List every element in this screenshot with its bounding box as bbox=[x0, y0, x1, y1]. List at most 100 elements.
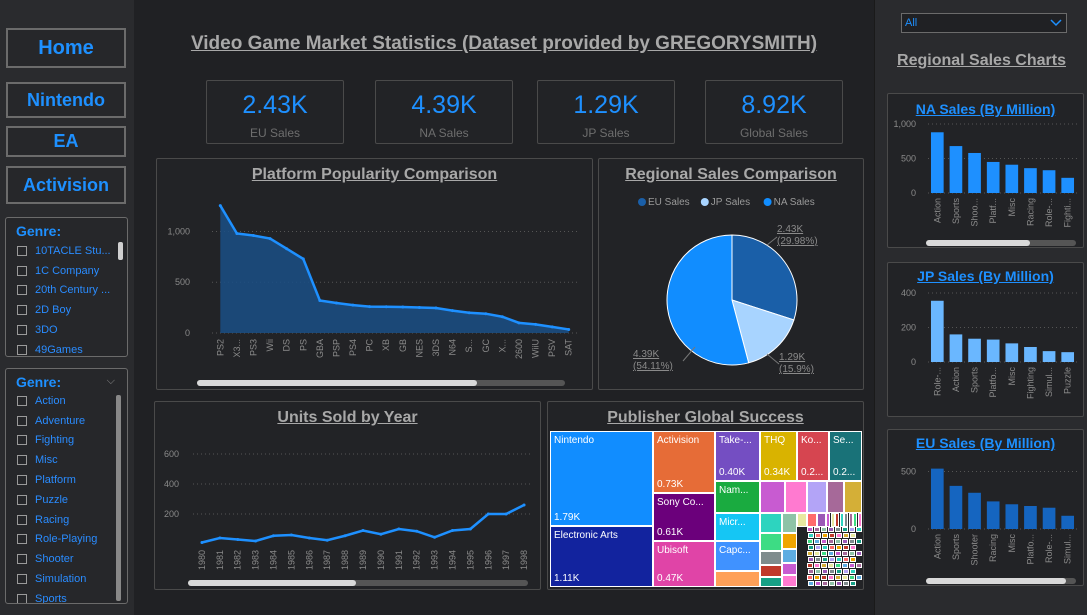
slicer-item[interactable]: 2D Boy bbox=[6, 300, 127, 320]
data-point[interactable] bbox=[289, 533, 293, 537]
data-point[interactable] bbox=[417, 306, 421, 310]
treemap-tile[interactable] bbox=[785, 481, 807, 513]
data-point[interactable] bbox=[218, 536, 222, 540]
checkbox[interactable] bbox=[17, 494, 27, 505]
treemap-tile[interactable] bbox=[843, 557, 849, 562]
bar[interactable] bbox=[1061, 177, 1075, 193]
bar[interactable] bbox=[1042, 170, 1056, 193]
treemap-tile[interactable] bbox=[715, 571, 760, 587]
data-point[interactable] bbox=[451, 309, 455, 313]
bar[interactable] bbox=[1061, 352, 1075, 362]
chevron-up-icon[interactable]: ⌵ bbox=[106, 375, 115, 387]
data-point[interactable] bbox=[450, 529, 454, 532]
slicer-item[interactable]: Role-Playing bbox=[6, 530, 127, 550]
checkbox[interactable] bbox=[17, 514, 27, 525]
bar[interactable] bbox=[1061, 515, 1075, 529]
treemap-tile[interactable] bbox=[760, 565, 782, 577]
treemap-tile[interactable] bbox=[814, 551, 820, 556]
bar[interactable] bbox=[986, 339, 1000, 362]
scrollbar-thumb[interactable] bbox=[197, 380, 477, 386]
treemap-tile[interactable] bbox=[827, 481, 844, 513]
treemap-tile[interactable] bbox=[808, 569, 814, 574]
treemap-tile[interactable] bbox=[842, 563, 848, 568]
data-point[interactable] bbox=[200, 541, 204, 544]
treemap-tile[interactable] bbox=[835, 527, 841, 532]
treemap-tile[interactable] bbox=[808, 545, 814, 550]
treemap-tile[interactable] bbox=[808, 533, 814, 538]
slicer-item[interactable]: Fighting bbox=[6, 431, 127, 451]
treemap-tile[interactable]: Ko... 0.2... bbox=[797, 431, 829, 481]
treemap-tile[interactable] bbox=[822, 581, 828, 586]
data-point[interactable] bbox=[343, 534, 347, 538]
data-point[interactable] bbox=[397, 527, 401, 531]
slicer-item[interactable]: Shooter bbox=[6, 549, 127, 569]
treemap-tile[interactable] bbox=[815, 581, 821, 586]
nav-activision-button[interactable]: Activision bbox=[6, 166, 126, 204]
treemap-tile[interactable] bbox=[844, 513, 848, 527]
treemap-tile[interactable] bbox=[856, 575, 862, 580]
treemap-tile[interactable] bbox=[830, 513, 835, 527]
treemap-tile[interactable] bbox=[829, 557, 835, 562]
scrollbar-thumb[interactable] bbox=[188, 580, 356, 586]
checkbox[interactable] bbox=[17, 325, 27, 336]
data-point[interactable] bbox=[415, 529, 419, 533]
treemap-tile[interactable] bbox=[782, 513, 797, 533]
treemap-tile[interactable] bbox=[836, 533, 842, 538]
bar[interactable] bbox=[1024, 506, 1037, 529]
region-dropdown[interactable]: All bbox=[901, 13, 1067, 33]
slicer-item[interactable]: Puzzle bbox=[6, 490, 127, 510]
legend-label[interactable]: NA Sales bbox=[774, 197, 815, 208]
treemap-tile[interactable]: Activision 0.73K bbox=[653, 431, 715, 493]
treemap-tile[interactable]: Electronic Arts 1.11K bbox=[550, 526, 653, 587]
data-point[interactable] bbox=[251, 234, 255, 238]
slicer-scrollbar[interactable] bbox=[118, 242, 123, 260]
treemap-tile[interactable] bbox=[842, 527, 848, 532]
data-point[interactable] bbox=[301, 257, 305, 261]
treemap-tile[interactable] bbox=[836, 545, 842, 550]
treemap-tile[interactable] bbox=[807, 563, 813, 568]
pie-slice[interactable] bbox=[731, 234, 798, 321]
data-point[interactable] bbox=[235, 231, 239, 235]
treemap-tile[interactable] bbox=[807, 551, 813, 556]
treemap-tile[interactable] bbox=[828, 527, 834, 532]
treemap-tile[interactable] bbox=[807, 575, 813, 580]
treemap-tile[interactable] bbox=[850, 557, 856, 562]
data-point[interactable] bbox=[272, 534, 276, 538]
data-point[interactable] bbox=[433, 535, 437, 539]
bar[interactable] bbox=[1024, 168, 1037, 193]
checkbox[interactable] bbox=[17, 534, 27, 545]
treemap-tile[interactable]: Ubisoft 0.47K bbox=[653, 541, 715, 587]
treemap-tile[interactable] bbox=[842, 539, 848, 544]
checkbox[interactable] bbox=[17, 435, 27, 446]
data-point[interactable] bbox=[567, 327, 571, 331]
treemap-tile[interactable] bbox=[822, 545, 828, 550]
data-point[interactable] bbox=[379, 532, 383, 536]
data-point[interactable] bbox=[334, 301, 338, 305]
data-point[interactable] bbox=[218, 204, 222, 208]
bar[interactable] bbox=[1005, 164, 1019, 193]
data-point[interactable] bbox=[467, 311, 471, 315]
slicer-item[interactable]: 49Games bbox=[6, 340, 127, 356]
checkbox[interactable] bbox=[17, 245, 27, 256]
treemap-tile[interactable] bbox=[807, 513, 817, 527]
treemap-tile[interactable] bbox=[815, 569, 821, 574]
treemap-tile[interactable] bbox=[821, 551, 827, 556]
data-point[interactable] bbox=[401, 305, 405, 309]
treemap-tile[interactable] bbox=[821, 527, 827, 532]
legend-label[interactable]: EU Sales bbox=[648, 197, 690, 208]
bar[interactable] bbox=[1005, 504, 1019, 529]
bar[interactable] bbox=[1042, 507, 1056, 529]
treemap-tile[interactable] bbox=[842, 575, 848, 580]
treemap-tile[interactable] bbox=[849, 563, 855, 568]
checkbox[interactable] bbox=[17, 344, 27, 355]
treemap-tile[interactable] bbox=[849, 551, 855, 556]
slicer-item[interactable]: Action bbox=[6, 391, 127, 411]
treemap-tile[interactable]: Nam... bbox=[715, 481, 760, 513]
treemap-tile[interactable] bbox=[836, 569, 842, 574]
treemap-tile[interactable] bbox=[850, 581, 856, 586]
treemap-tile[interactable] bbox=[807, 481, 827, 513]
checkbox[interactable] bbox=[17, 305, 27, 316]
treemap-tile[interactable] bbox=[829, 533, 835, 538]
bar[interactable] bbox=[986, 501, 1000, 529]
checkbox[interactable] bbox=[17, 455, 27, 466]
